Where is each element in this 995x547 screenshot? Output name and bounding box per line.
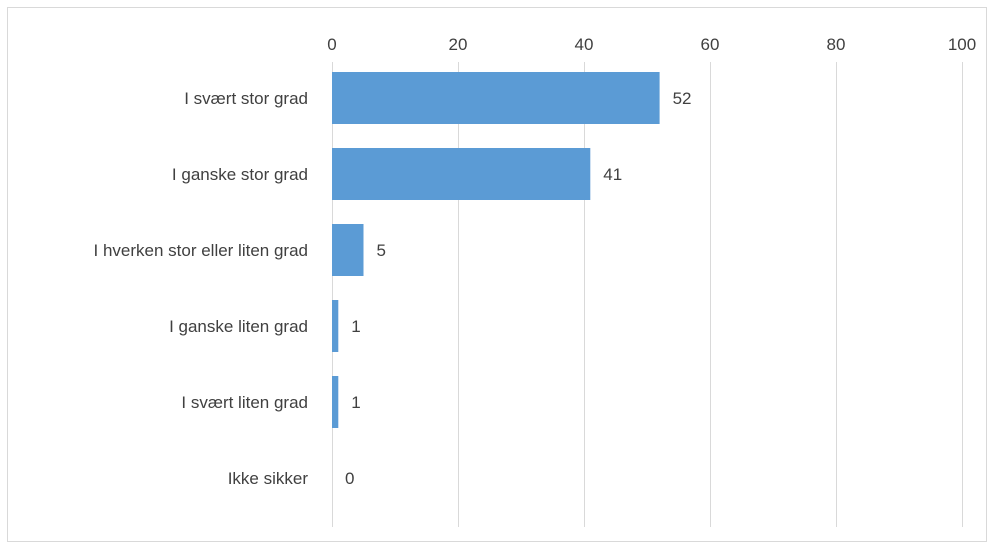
data-label-2: 5 (377, 241, 386, 260)
category-label-3: I ganske liten grad (169, 317, 308, 336)
data-label-5: 0 (345, 469, 354, 488)
x-tick-label-80: 80 (827, 35, 846, 54)
data-label-1: 41 (603, 165, 622, 184)
x-tick-label-100: 100 (948, 35, 976, 54)
x-tick-label-60: 60 (701, 35, 720, 54)
category-label-0: I svært stor grad (184, 89, 308, 108)
category-labels: I svært stor grad I ganske stor grad I hve… (94, 89, 309, 488)
bars (332, 72, 660, 428)
bar-1 (332, 148, 591, 200)
x-tick-label-40: 40 (575, 35, 594, 54)
category-label-1: I ganske stor grad (172, 165, 308, 184)
bar-0 (332, 72, 660, 124)
data-label-3: 1 (351, 317, 360, 336)
data-label-4: 1 (351, 393, 360, 412)
data-label-0: 52 (673, 89, 692, 108)
bar-4 (332, 376, 339, 428)
category-label-5: Ikke sikker (228, 469, 309, 488)
x-tick-label-0: 0 (327, 35, 336, 54)
x-axis-tick-labels: 0 20 40 60 80 100 (327, 35, 976, 54)
gridlines (332, 62, 963, 527)
category-label-4: I svært liten grad (181, 393, 308, 412)
category-label-2: I hverken stor eller liten grad (94, 241, 309, 260)
bar-2 (332, 224, 364, 276)
data-labels: 52 41 5 1 1 0 (345, 89, 692, 488)
bar-3 (332, 300, 339, 352)
x-tick-label-20: 20 (449, 35, 468, 54)
